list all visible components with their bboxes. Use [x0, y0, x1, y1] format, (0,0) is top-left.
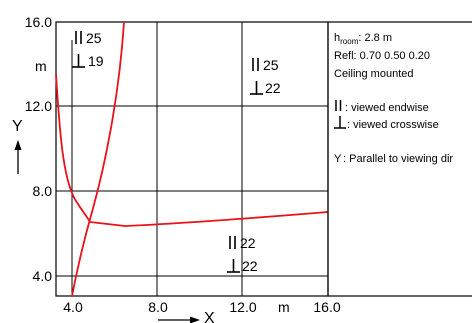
legend-endwise: : viewed endwise [345, 102, 429, 114]
room-height-subscript: room [340, 37, 359, 46]
crosswise-icon [72, 54, 85, 68]
y-axis-unit: m [35, 58, 47, 74]
curve-left-bend [55, 73, 91, 223]
legend-reflectances: Refl: 0.70 0.50 0.20 [334, 50, 430, 62]
glare-group-1: 25 19 [72, 30, 104, 69]
x-tick-label: 16.0 [313, 299, 340, 315]
endwise-icon [229, 236, 236, 249]
glare-group-3: 22 22 [227, 235, 258, 274]
y-tick-label: 16.0 [25, 14, 52, 30]
glare-group-2: 25 22 [250, 57, 281, 96]
legend-crosswise: : viewed crosswise [347, 119, 439, 131]
y-axis-letter: Y [12, 118, 23, 135]
endwise-icon [75, 31, 82, 44]
curve-steep [71, 21, 125, 297]
curve-horizontal [89, 211, 329, 227]
arrow-up-icon [14, 140, 22, 174]
crosswise-icon [227, 259, 240, 273]
y-axis: 16.0 12.0 8.0 4.0 m Y [12, 14, 52, 284]
crosswise-icon [250, 81, 263, 95]
arrow-right-icon [158, 316, 200, 323]
legend-y-letter: Y [334, 153, 342, 165]
x-tick-label: 8.0 [148, 299, 168, 315]
legend-y-description: : Parallel to viewing dir [343, 153, 453, 165]
glare-curves [55, 21, 329, 297]
x-axis-unit: m [278, 299, 290, 315]
legend-panel: hroom: 2.8 m Refl: 0.70 0.50 0.20 Ceilin… [327, 21, 472, 297]
y-tick-label: 12.0 [25, 98, 52, 114]
glare-crosswise-value: 22 [242, 258, 258, 274]
glare-endwise-value: 25 [263, 57, 279, 73]
legend-room-height: hroom: 2.8 m [334, 32, 392, 46]
room-height-value: : 2.8 m [358, 32, 392, 44]
endwise-icon [252, 58, 259, 71]
x-axis-letter: X [204, 310, 215, 323]
x-tick-label: 12.0 [229, 299, 256, 315]
grid-lines [56, 22, 328, 296]
crosswise-icon [334, 116, 346, 129]
glare-endwise-value: 25 [86, 30, 102, 46]
room-height-symbol: h [334, 32, 340, 44]
x-axis: 4.0 8.0 12.0 16.0 m X [63, 299, 341, 323]
y-tick-label: 4.0 [33, 268, 53, 284]
glare-endwise-value: 22 [240, 235, 256, 251]
glare-crosswise-value: 19 [88, 53, 104, 69]
x-tick-label: 4.0 [63, 299, 83, 315]
y-tick-label: 8.0 [33, 183, 53, 199]
endwise-icon [335, 100, 342, 111]
legend-mounting: Ceiling mounted [334, 68, 414, 80]
glare-crosswise-value: 22 [265, 80, 281, 96]
